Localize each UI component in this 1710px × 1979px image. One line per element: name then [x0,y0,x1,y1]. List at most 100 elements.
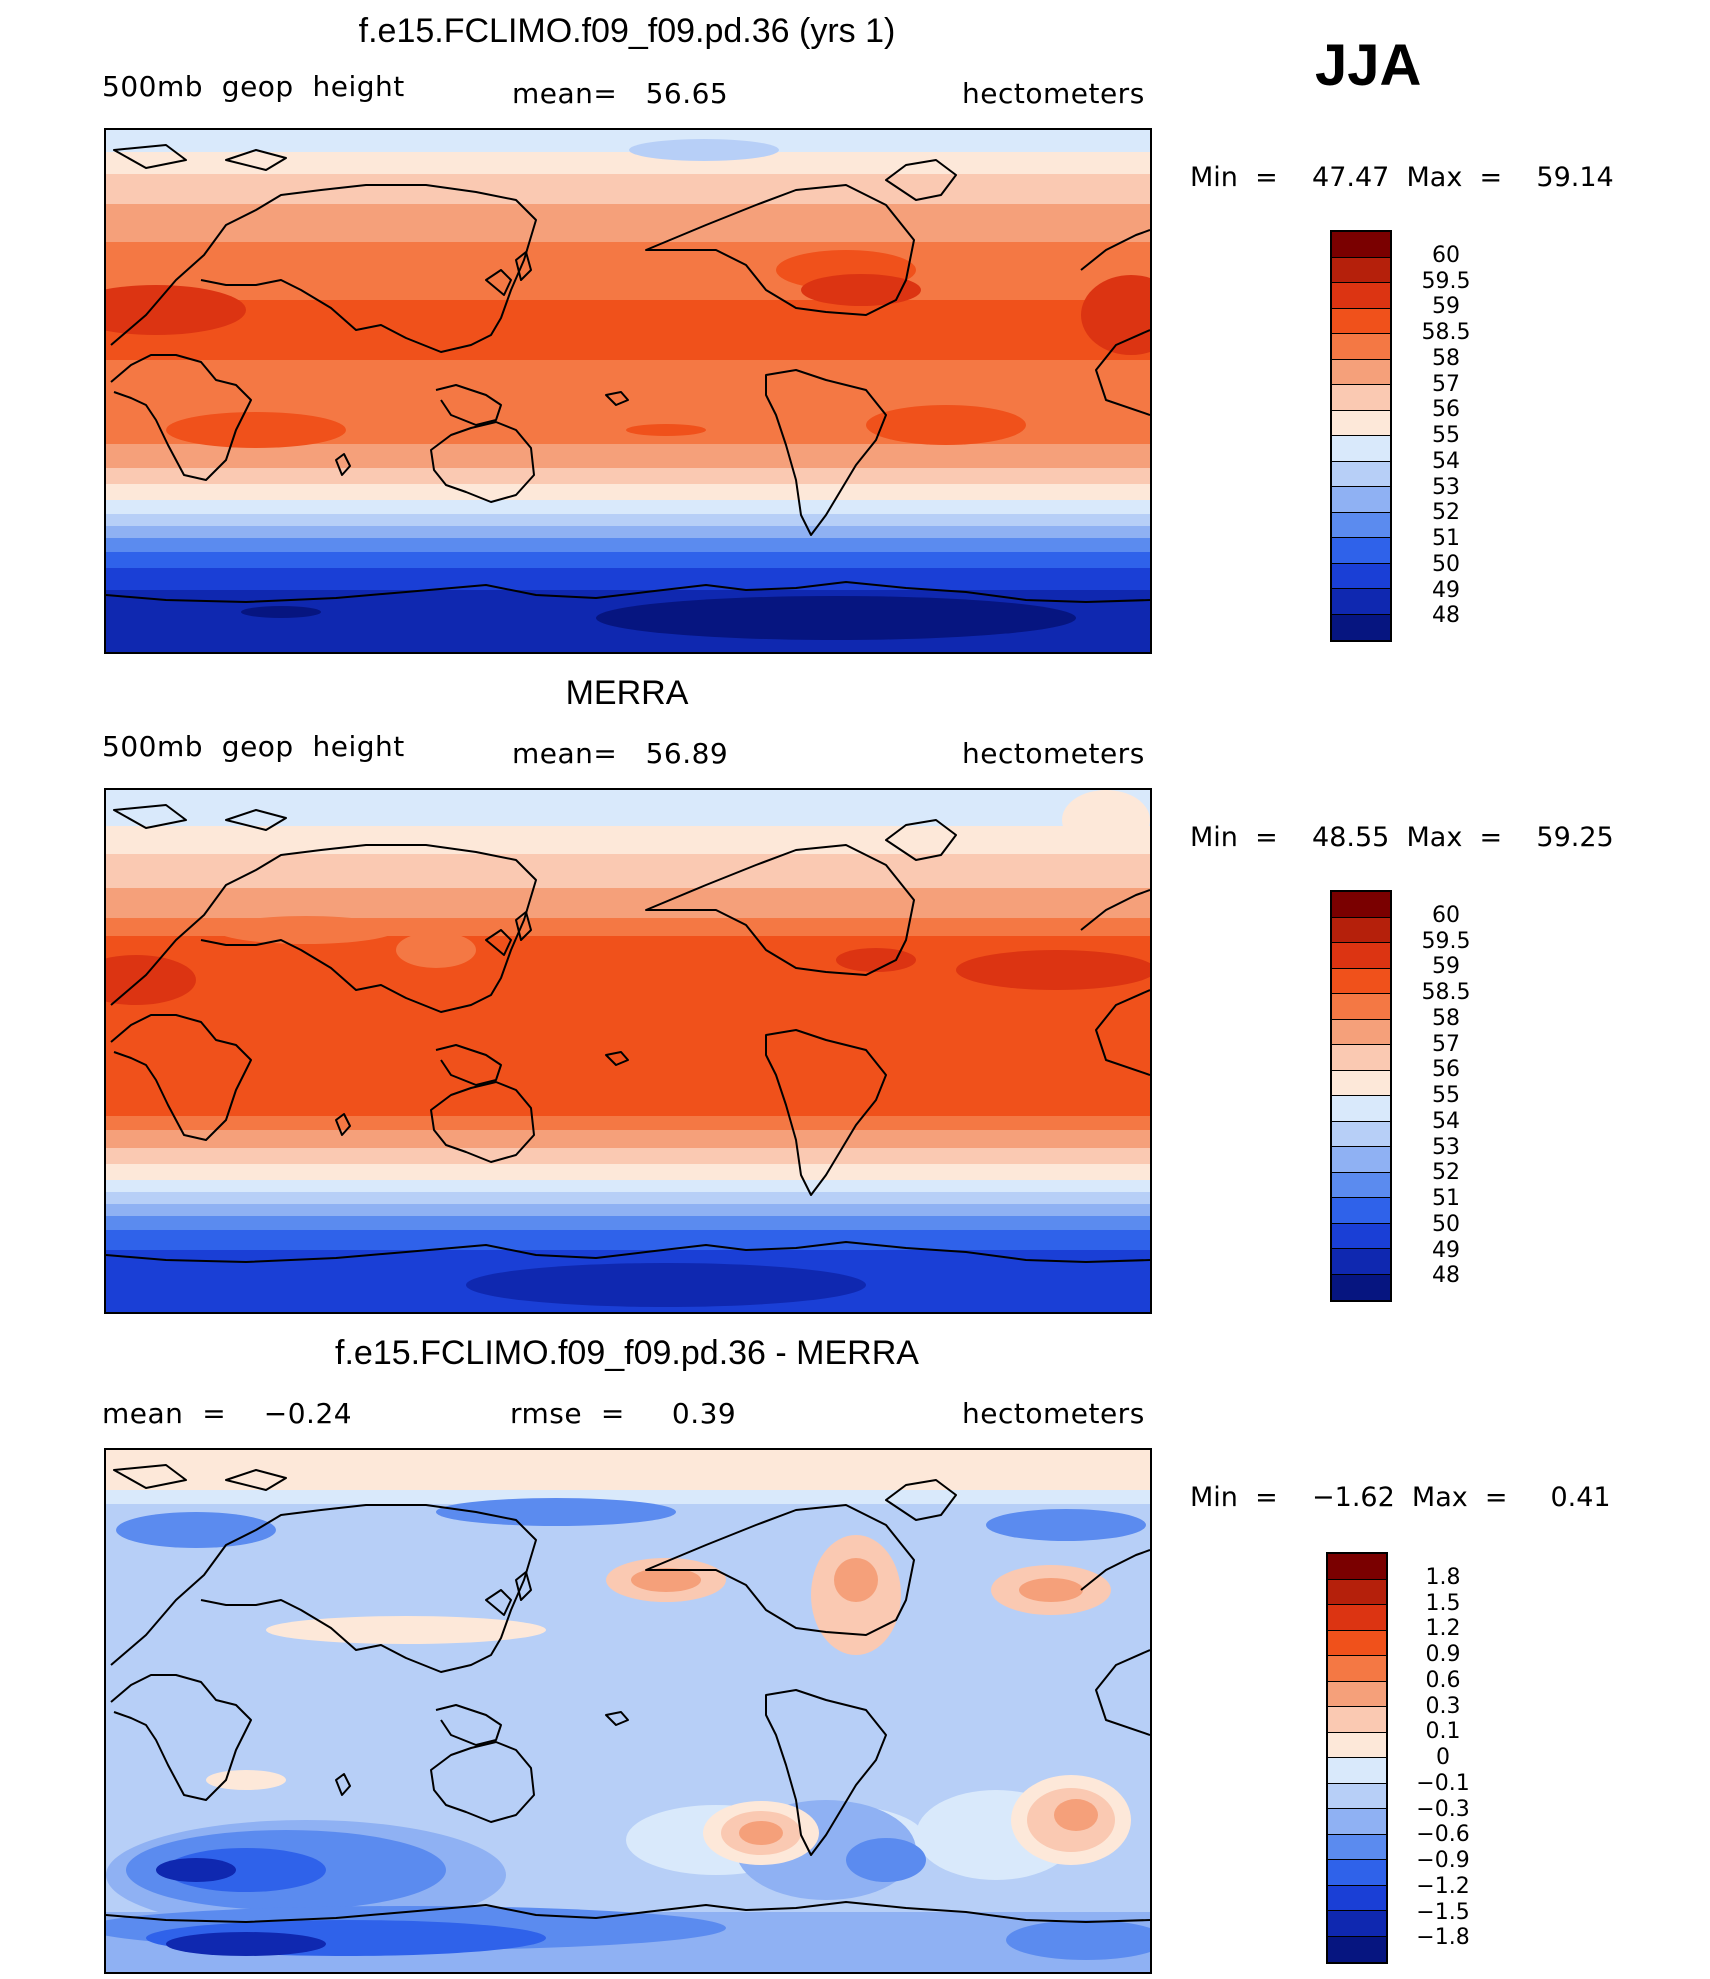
colorbar-tick-label: 59 [1432,954,1460,980]
colorbar-tick-label: 60 [1432,902,1460,928]
colorbar-swatch [1332,512,1390,538]
panel3-colorbar-labels: 1.8 1.5 1.2 0.9 0.6 0.3 0.1 0 −0.1 −0.3 −0.6 −0.9 −1… [1400,1552,1486,1964]
colorbar-tick-label: 1.2 [1425,1616,1461,1642]
colorbar-swatch [1332,1249,1390,1275]
colorbar-swatch [1332,257,1390,283]
colorbar-swatch [1332,563,1390,589]
colorbar-swatch [1332,968,1390,994]
panel2-units-label: hectometers [962,737,1145,770]
season-label: JJA [1315,33,1422,98]
colorbar-tick-label: 53 [1432,474,1460,500]
colorbar-swatch [1332,1070,1390,1096]
colorbar-swatch [1328,1605,1386,1631]
colorbar-tick-label: −1.5 [1416,1899,1470,1925]
colorbar-swatch [1328,1885,1386,1911]
colorbar-swatch [1332,943,1390,969]
colorbar-swatch [1332,1172,1390,1198]
colorbar-tick-label: 53 [1432,1134,1460,1160]
colorbar-tick-label: 0.6 [1425,1667,1461,1693]
colorbar-tick-label: 51 [1432,1186,1460,1211]
panel1-variable-label: 500mb geop height [102,70,405,103]
colorbar-swatch [1332,1223,1390,1249]
colorbar-tick-label: −0.6 [1416,1822,1470,1848]
colorbar-swatch [1328,1656,1386,1682]
panel3-title: f.e15.FCLIMO.f09_f09.pd.36 - MERRA [335,1334,919,1372]
colorbar-swatch [1332,410,1390,436]
colorbar-tick-label: 51 [1432,526,1460,551]
panel2-variable-label: 500mb geop height [102,730,405,763]
colorbar-swatch [1332,385,1390,411]
panel2-colorbar-labels: 60 59.5 59 58.5 58 57 56 55 54 53 52 51 50 49 48 [1406,890,1486,1302]
colorbar-tick-label: 0.9 [1425,1642,1461,1667]
colorbar-swatch [1332,308,1390,334]
colorbar-tick-label: −0.1 [1416,1770,1470,1796]
colorbar-tick-label: 58.5 [1421,980,1471,1005]
panel3-map [104,1448,1152,1974]
colorbar-tick-label: 59.5 [1421,268,1471,294]
colorbar-tick-label: 55 [1432,423,1460,448]
colorbar-swatch [1328,1809,1386,1835]
panel2-mean-label: mean= 56.89 [512,737,729,770]
colorbar-tick-label: −1.2 [1416,1873,1470,1899]
colorbar-swatch [1332,538,1390,564]
colorbar-swatch [1332,1121,1390,1147]
colorbar-swatch [1332,1096,1390,1122]
panel1-contour-bands [106,130,1150,652]
panel2-map [104,788,1152,1314]
colorbar-tick-label: 52 [1432,500,1460,526]
panel1-title: f.e15.FCLIMO.f09_f09.pd.36 (yrs 1) [358,12,896,50]
colorbar-tick-label: 1.5 [1425,1590,1461,1616]
panel2-colorbar [1330,890,1392,1302]
colorbar-swatch [1332,892,1390,918]
colorbar-swatch [1332,917,1390,943]
colorbar-swatch [1332,283,1390,309]
colorbar-swatch [1328,1707,1386,1733]
panel1-coastlines [106,144,1150,603]
colorbar-swatch [1332,436,1390,462]
panel1-colorbar [1330,230,1392,642]
colorbar-swatch [1332,1147,1390,1173]
colorbar-tick-label: 57 [1432,1031,1460,1057]
colorbar-swatch [1328,1554,1386,1580]
colorbar-swatch [1328,1732,1386,1758]
panel2-contour-bands [106,790,1150,1312]
colorbar-tick-label: 54 [1432,1108,1460,1134]
panel1-units-label: hectometers [962,77,1145,110]
colorbar-swatch [1332,614,1390,640]
colorbar-tick-label: 52 [1432,1160,1460,1186]
panel3-rmse-label: rmse = 0.39 [510,1397,737,1430]
colorbar-swatch [1328,1630,1386,1656]
colorbar-swatch [1332,461,1390,487]
colorbar-tick-label: 0 [1436,1745,1450,1770]
panel3-colorbar [1326,1552,1388,1964]
colorbar-swatch [1328,1936,1386,1962]
panel1-mean-label: mean= 56.65 [512,77,729,110]
colorbar-tick-label: −1.8 [1416,1925,1470,1951]
colorbar-swatch [1332,1198,1390,1224]
colorbar-tick-label: −0.9 [1416,1848,1470,1873]
colorbar-tick-label: −0.3 [1416,1796,1470,1822]
panel3-coastlines [106,1464,1150,1923]
colorbar-swatch [1328,1911,1386,1937]
colorbar-tick-label: 58 [1432,345,1460,371]
colorbar-tick-label: 0.3 [1425,1693,1461,1719]
colorbar-tick-label: 57 [1432,371,1460,397]
colorbar-tick-label: 55 [1432,1083,1460,1108]
colorbar-swatch [1328,1834,1386,1860]
panel2-minmax-label: Min = 48.55 Max = 59.25 [1190,822,1614,853]
panel3-units-label: hectometers [962,1397,1145,1430]
colorbar-tick-label: 49 [1432,577,1460,603]
colorbar-swatch [1332,232,1390,258]
colorbar-tick-label: 48 [1432,1263,1460,1289]
colorbar-tick-label: 59.5 [1421,928,1471,954]
colorbar-tick-label: 54 [1432,448,1460,474]
colorbar-tick-label: 59 [1432,294,1460,320]
colorbar-tick-label: 58.5 [1421,320,1471,345]
colorbar-swatch [1328,1758,1386,1784]
panel2-coastlines [106,804,1150,1263]
colorbar-tick-label: 56 [1432,397,1460,423]
panel3-contour-bands [106,1450,1150,1972]
colorbar-swatch [1332,1274,1390,1300]
colorbar-swatch [1332,487,1390,513]
colorbar-tick-label: 60 [1432,242,1460,268]
